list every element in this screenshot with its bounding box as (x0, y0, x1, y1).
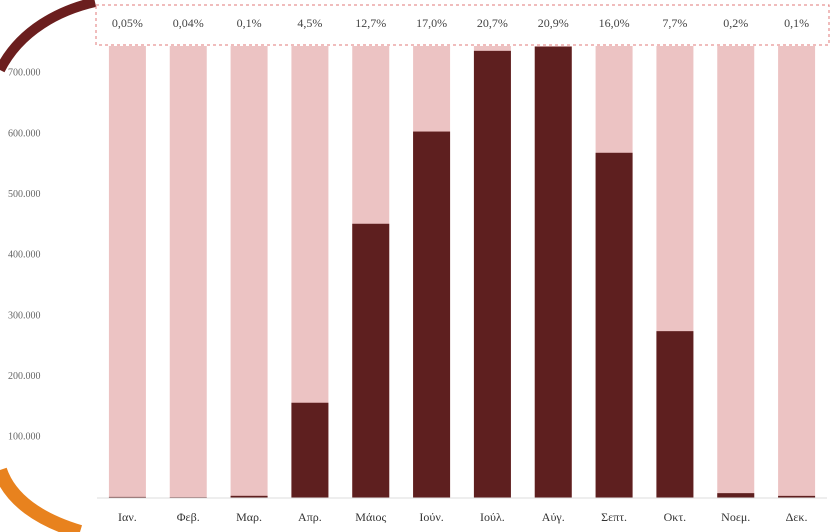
share-label: 0,1% (237, 16, 262, 30)
bar-background (170, 46, 207, 498)
share-label: 0,2% (723, 16, 748, 30)
share-label: 7,7% (662, 16, 687, 30)
share-label: 0,05% (112, 16, 143, 30)
share-label: 12,7% (355, 16, 386, 30)
x-tick-label: Δεκ. (786, 510, 808, 524)
y-tick-label: 200.000 (8, 371, 41, 382)
y-tick-label: 100.000 (8, 432, 41, 443)
share-label: 16,0% (599, 16, 630, 30)
decoration (0, 2, 95, 70)
share-box (96, 5, 829, 45)
y-tick-label: 500.000 (8, 189, 41, 200)
share-label: 17,0% (416, 16, 447, 30)
decoration (0, 470, 80, 532)
chart: 100.000 200.000 300.000 400.000 500.000 600.0… (0, 0, 833, 532)
bar (291, 403, 328, 498)
x-tick-label: Απρ. (298, 510, 322, 524)
share-label: 20,9% (538, 16, 569, 30)
bar-background (231, 46, 268, 498)
bar (413, 132, 450, 498)
y-tick-label: 600.000 (8, 128, 41, 139)
bar (352, 224, 389, 498)
share-label: 4,5% (297, 16, 322, 30)
y-tick-label: 400.000 (8, 250, 41, 261)
x-tick-label: Μάιος (355, 510, 386, 524)
share-label: 0,04% (173, 16, 204, 30)
bar (717, 493, 754, 498)
x-tick-label: Σεπτ. (601, 510, 627, 524)
share-label: 0,1% (784, 16, 809, 30)
x-tick-label: Ιούλ. (480, 510, 505, 524)
x-tick-label: Αύγ. (542, 510, 565, 524)
y-tick-label: 300.000 (8, 310, 41, 321)
bar (596, 153, 633, 498)
bar (474, 51, 511, 498)
y-tick-label: 700.000 (8, 68, 41, 79)
x-tick-label: Οκτ. (664, 510, 687, 524)
x-tick-label: Ιούν. (419, 510, 443, 524)
bar (535, 47, 572, 498)
x-tick-label: Μαρ. (236, 510, 262, 524)
x-tick-label: Φεβ. (177, 510, 200, 524)
bar-background (778, 46, 815, 498)
bar (656, 331, 693, 498)
bar-background (109, 46, 146, 498)
share-label: 20,7% (477, 16, 508, 30)
x-tick-label: Ιαν. (118, 510, 137, 524)
bar-background (717, 46, 754, 498)
x-tick-label: Νοεμ. (721, 510, 750, 524)
